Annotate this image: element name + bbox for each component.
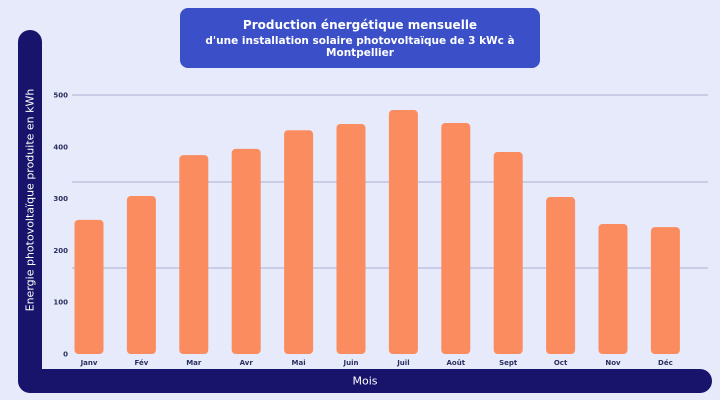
y-tick-label: 200 [53, 247, 68, 255]
bar-Oct [546, 197, 576, 354]
chart-subtitle: d'une installation solaire photovoltaïqu… [205, 34, 515, 59]
y-tick-label: 0 [63, 351, 68, 359]
x-axis-label: Mois [352, 374, 378, 388]
bar-Fév [126, 196, 156, 354]
bar-Mai [284, 130, 314, 354]
bar-Août [441, 122, 471, 354]
axis-frame-bottom [18, 369, 712, 393]
x-tick-label: Mar [186, 359, 202, 367]
bar-Janv [74, 219, 104, 354]
title-box: Production énergétique mensuelle d'une i… [180, 8, 540, 68]
bar-Mar [179, 155, 209, 354]
y-tick-label: 400 [53, 143, 68, 151]
y-tick-label: 100 [53, 299, 68, 307]
x-tick-label: Déc [658, 359, 673, 367]
bar-Déc [650, 227, 680, 354]
chart-title: Production énergétique mensuelle [242, 17, 478, 32]
x-tick-label: Juil [396, 359, 409, 367]
y-tick-label: 500 [53, 92, 68, 100]
bar-Juil [388, 110, 418, 354]
y-tick-label: 300 [53, 195, 68, 203]
bar-Sept [493, 151, 523, 354]
x-tick-label: Avr [240, 359, 254, 367]
x-tick-label: Juin [343, 359, 359, 367]
x-tick-label: Nov [605, 359, 621, 367]
x-tick-label: Janv [80, 359, 98, 367]
bar-Avr [231, 148, 261, 354]
axis-frame-left [18, 30, 42, 392]
bar-Juin [336, 124, 366, 355]
bar-Nov [598, 223, 628, 354]
x-tick-label: Août [447, 359, 466, 367]
x-tick-label: Oct [554, 359, 568, 367]
x-tick-label: Sept [499, 359, 518, 367]
x-tick-label: Fév [134, 359, 148, 367]
x-tick-label: Mai [292, 359, 306, 367]
